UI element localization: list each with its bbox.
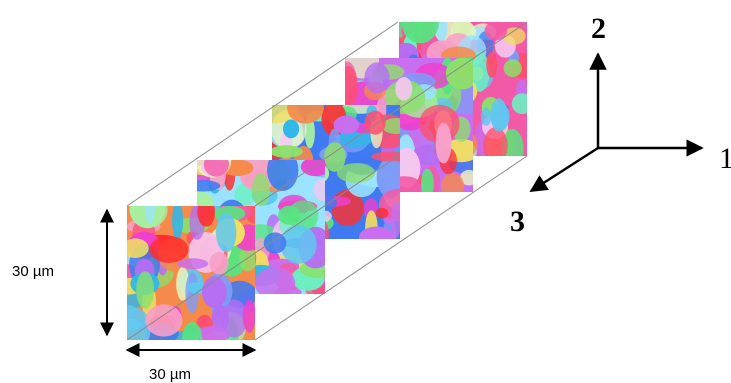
grain (359, 226, 395, 239)
grain (263, 232, 287, 254)
grain (441, 172, 465, 192)
grain (182, 322, 203, 340)
grain (145, 304, 183, 337)
grain (239, 246, 255, 272)
box-edge-bottom-right (254, 155, 528, 341)
grain (345, 66, 358, 107)
grain (221, 299, 248, 338)
grain (177, 258, 209, 270)
grain (300, 160, 325, 177)
grain (287, 105, 324, 124)
grain (435, 122, 452, 164)
grain (201, 276, 227, 309)
grain (267, 160, 299, 191)
box-edge-top-right (254, 21, 528, 207)
ebsd-slice-5 (127, 206, 255, 340)
grain (313, 177, 325, 202)
coordinate-axes: 2 1 3 (510, 12, 731, 238)
grain (127, 238, 149, 258)
grain (481, 107, 492, 126)
grain (324, 142, 346, 172)
grain (283, 119, 300, 139)
grain (445, 58, 473, 90)
grain (209, 252, 229, 275)
grain (381, 118, 400, 134)
box-edge-top-left (126, 21, 399, 207)
grain (484, 22, 508, 41)
grain (197, 206, 215, 227)
grain (203, 160, 229, 177)
box-edge-bottom-left (126, 155, 399, 341)
grain (364, 110, 386, 135)
axis-3-arrow (529, 146, 599, 193)
grain (376, 157, 400, 198)
grain (483, 127, 508, 156)
grain (333, 115, 360, 135)
grain (144, 206, 156, 224)
axis-2-label: 2 (591, 12, 606, 45)
grain (149, 236, 189, 263)
axis-1-label: 1 (719, 142, 731, 175)
grain (490, 98, 507, 132)
grain (242, 299, 255, 333)
grain (127, 308, 151, 340)
grain (216, 212, 237, 253)
grain (197, 180, 221, 192)
grain (486, 51, 498, 78)
grain (304, 116, 315, 149)
grain (401, 22, 439, 44)
grain (211, 304, 230, 333)
grain (469, 51, 490, 92)
grain (280, 225, 317, 264)
grain (278, 205, 301, 225)
ebsd-slice-stack (127, 22, 527, 340)
grain (172, 206, 184, 241)
grain (395, 77, 413, 101)
axis-3-label: 3 (510, 205, 525, 238)
grain (136, 271, 155, 309)
grain (375, 207, 389, 219)
grain (364, 62, 390, 94)
grain (254, 267, 296, 294)
width-label: 30 µm (149, 366, 191, 383)
grain (193, 326, 230, 340)
grain (502, 27, 526, 45)
grain (391, 201, 400, 238)
height-label: 30 µm (12, 263, 54, 280)
grain (421, 168, 434, 192)
grain (251, 173, 271, 207)
grain (503, 59, 522, 78)
volume-bounding-box (126, 21, 528, 341)
grain (511, 93, 527, 114)
grain (272, 145, 303, 158)
